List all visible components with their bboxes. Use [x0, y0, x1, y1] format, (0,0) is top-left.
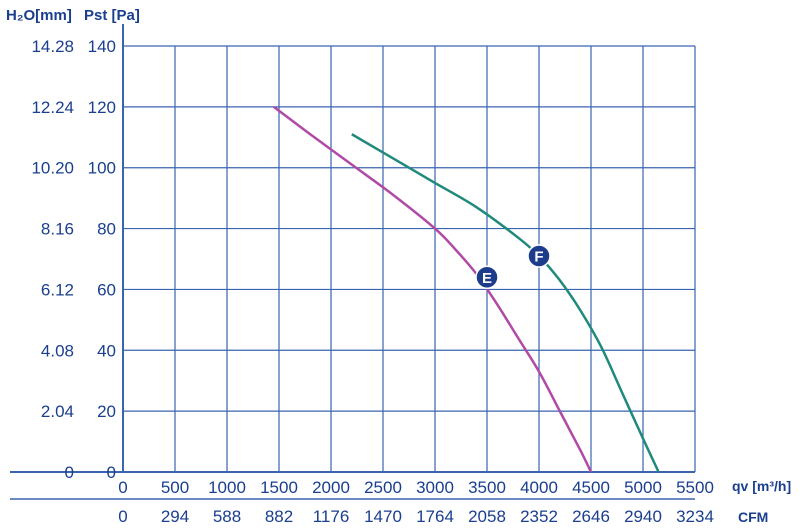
x-tick-label-m3h-1000: 1000 [208, 478, 246, 497]
y-tick-label-pa-80: 80 [97, 220, 116, 239]
x-tick-label-m3h-5500: 5500 [676, 478, 714, 497]
y-tick-label-h2o-0: 0 [65, 463, 74, 482]
y-tick-label-h2o-3: 6.12 [41, 280, 74, 299]
y-tick-label-h2o-1: 2.04 [41, 402, 74, 421]
x-tick-label-cfm-1: 294 [161, 507, 189, 526]
x-tick-label-cfm-2: 588 [213, 507, 241, 526]
x-tick-label-cfm-8: 2352 [520, 507, 558, 526]
y-tick-labels-h2o: 0 2.04 4.08 6.12 8.16 10.20 12.24 14.28 [31, 37, 74, 482]
x-tick-label-m3h-2000: 2000 [312, 478, 350, 497]
x-tick-label-m3h-500: 500 [161, 478, 189, 497]
x-tick-label-m3h-3000: 3000 [416, 478, 454, 497]
y-tick-label-pa-20: 20 [97, 402, 116, 421]
y-tick-label-h2o-6: 12.24 [31, 98, 74, 117]
x-tick-label-cfm-11: 3234 [676, 507, 714, 526]
x-tick-label-cfm-6: 1764 [416, 507, 454, 526]
y-tick-labels-pa: 0 20 40 60 80 100 120 140 [88, 37, 116, 482]
x-tick-label-m3h-4500: 4500 [572, 478, 610, 497]
y-axis-title-h2o: H₂O[mm] [6, 7, 72, 24]
axes [10, 24, 695, 500]
y-tick-label-h2o-7: 14.28 [31, 37, 74, 56]
x-tick-label-cfm-4: 1176 [313, 507, 350, 526]
x-tick-labels-m3h: 0 500 1000 1500 2000 2500 3000 3500 4000 4500 5000… [118, 478, 714, 497]
x-tick-label-cfm-0: 0 [118, 507, 127, 526]
y-axis-title-pa: Pst [Pa] [84, 7, 140, 24]
x-tick-label-m3h-4000: 4000 [520, 478, 558, 497]
grid-lines [122, 45, 696, 473]
y-tick-label-h2o-4: 8.16 [41, 220, 74, 239]
x-tick-label-cfm-9: 2646 [572, 507, 610, 526]
x-tick-label-cfm-5: 1470 [364, 507, 402, 526]
y-tick-label-pa-0: 0 [107, 463, 116, 482]
x-tick-label-m3h-2500: 2500 [364, 478, 402, 497]
y-tick-label-pa-120: 120 [88, 98, 116, 117]
series-markers: EF [475, 244, 551, 290]
x-tick-label-m3h-3500: 3500 [468, 478, 506, 497]
x-tick-label-m3h-0: 0 [118, 478, 127, 497]
y-tick-label-pa-60: 60 [97, 280, 116, 299]
marker-E [475, 265, 499, 290]
series-line-F [351, 133, 660, 473]
x-tick-label-cfm-3: 882 [265, 507, 293, 526]
x-axis-title-cfm: CFM [738, 509, 768, 525]
marker-label-E: E [482, 270, 492, 287]
x-tick-labels-cfm: 0 294 588 882 1176 1470 1764 2058 2352 2646 2940 32… [118, 507, 714, 526]
x-tick-label-m3h-5000: 5000 [624, 478, 662, 497]
y-tick-label-pa-40: 40 [97, 341, 116, 360]
y-tick-label-h2o-5: 10.20 [31, 159, 74, 178]
marker-F [527, 244, 551, 268]
y-tick-label-pa-140: 140 [88, 37, 116, 56]
y-tick-label-pa-100: 100 [88, 159, 116, 178]
x-tick-label-cfm-7: 2058 [468, 507, 506, 526]
x-tick-label-cfm-10: 2940 [624, 507, 662, 526]
marker-label-F: F [534, 248, 543, 265]
x-axis-title-m3h: qv [m³/h] [732, 478, 791, 494]
y-tick-label-h2o-2: 4.08 [41, 341, 74, 360]
x-tick-label-m3h-1500: 1500 [260, 478, 298, 497]
